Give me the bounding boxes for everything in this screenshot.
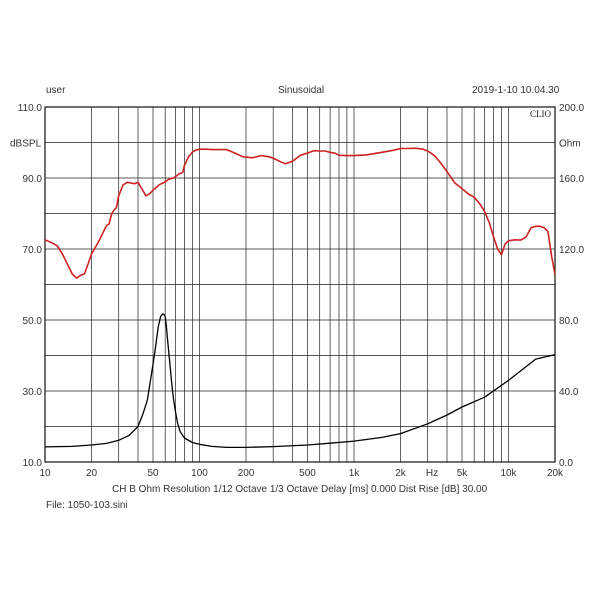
y-right-tick-label: 0.0 <box>559 458 573 469</box>
x-tick-label: 5k <box>457 468 469 479</box>
y-right-axis-label: Ohm <box>559 139 581 150</box>
x-tick-label: 10 <box>39 468 51 479</box>
y-right-tick-label: 80.0 <box>559 316 579 327</box>
user-label: user <box>46 85 66 96</box>
x-tick-label: 100 <box>191 468 208 479</box>
y-left-tick-label: 50.0 <box>23 316 43 327</box>
x-tick-label: 500 <box>299 468 316 479</box>
x-tick-label: 20k <box>547 468 564 479</box>
spl-curve <box>44 147 556 279</box>
x-tick-label: 2k <box>395 468 407 479</box>
clio-brand: CLIO <box>530 109 551 119</box>
x-tick-label: 200 <box>238 468 255 479</box>
y-left-tick-label: 30.0 <box>23 387 43 398</box>
y-left-tick-label: 10.0 <box>23 458 43 469</box>
y-right-tick-label: 160.0 <box>559 174 584 185</box>
x-axis-label: Hz <box>426 468 438 479</box>
footer-settings: CH B Ohm Resolution 1/12 Octave 1/3 Octa… <box>112 484 488 495</box>
y-left-axis-label: dBSPL <box>10 139 42 150</box>
y-left-tick-label: 70.0 <box>23 245 43 256</box>
y-left-tick-label: 110.0 <box>18 103 43 114</box>
x-tick-label: 20 <box>86 468 98 479</box>
plot-frame <box>44 106 556 463</box>
y-left-tick-label: 90.0 <box>23 174 43 185</box>
y-right-tick-label: 120.0 <box>559 245 584 256</box>
impedance-curve <box>44 313 556 449</box>
y-right-tick-label: 200.0 <box>559 103 584 114</box>
y-right-tick-label: 40.0 <box>559 387 579 398</box>
mode-label: Sinusoidal <box>278 85 325 96</box>
file-name: File: 1050-103.sini <box>46 500 128 511</box>
timestamp-label: 2019-1-10 10.04.30 <box>472 85 560 96</box>
x-tick-label: 10k <box>500 468 517 479</box>
x-tick-label: 50 <box>147 468 159 479</box>
x-tick-label: 1k <box>349 468 361 479</box>
